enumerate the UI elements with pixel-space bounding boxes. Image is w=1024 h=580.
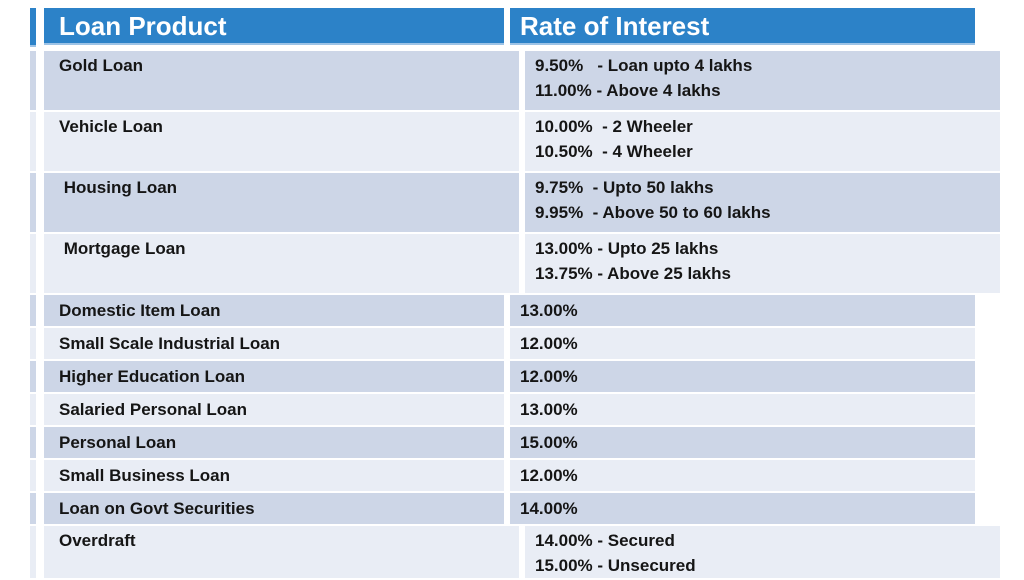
product-cell: Gold Loan [44,51,519,110]
row-edge-sliver [30,234,36,293]
table-row: Salaried Personal Loan 13.00% [30,394,975,425]
table-row: Personal Loan 15.00% [30,427,975,458]
row-edge-sliver [30,460,36,491]
rate-cell: 12.00% [510,460,975,491]
product-cell: Small Business Loan [44,460,504,491]
rate-cell: 9.75% - Upto 50 lakhs 9.95% - Above 50 t… [525,173,1000,232]
table-row: Higher Education Loan 12.00% [30,361,975,392]
product-cell: Domestic Item Loan [44,295,504,326]
rate-cell: 9.50% - Loan upto 4 lakhs 11.00% - Above… [525,51,1000,110]
table-row: Overdraft 14.00% - Secured 15.00% - Unse… [30,526,1000,578]
row-edge-sliver [30,328,36,359]
row-edge-sliver [30,427,36,458]
product-cell: Loan on Govt Securities [44,493,504,524]
row-edge-sliver [30,493,36,524]
product-cell: Salaried Personal Loan [44,394,504,425]
row-edge-sliver [30,173,36,232]
column-header-loan-product: Loan Product [44,8,504,45]
table-row: Loan on Govt Securities 14.00% [30,493,975,524]
rate-cell: 14.00% - Secured 15.00% - Unsecured [525,526,1000,578]
product-cell: Housing Loan [44,173,519,232]
product-cell: Small Scale Industrial Loan [44,328,504,359]
table-row: Mortgage Loan 13.00% - Upto 25 lakhs 13.… [30,234,1000,293]
product-cell: Personal Loan [44,427,504,458]
row-edge-sliver [30,112,36,171]
table-header-row: Loan Product Rate of Interest [30,8,975,47]
rate-cell: 13.00% [510,295,975,326]
row-edge-sliver [30,526,36,578]
table-row: Vehicle Loan 10.00% - 2 Wheeler 10.50% -… [30,112,1000,171]
rate-cell: 10.00% - 2 Wheeler 10.50% - 4 Wheeler [525,112,1000,171]
header-edge-sliver [30,8,36,47]
product-cell: Mortgage Loan [44,234,519,293]
table-row: Small Scale Industrial Loan 12.00% [30,328,975,359]
rate-cell: 14.00% [510,493,975,524]
table-row: Small Business Loan 12.00% [30,460,975,491]
column-header-rate-of-interest: Rate of Interest [510,8,975,45]
row-edge-sliver [30,295,36,326]
rate-cell: 13.00% - Upto 25 lakhs 13.75% - Above 25… [525,234,1000,293]
row-edge-sliver [30,51,36,110]
product-cell: Vehicle Loan [44,112,519,171]
table-row: Gold Loan 9.50% - Loan upto 4 lakhs 11.0… [30,51,1000,110]
rate-cell: 12.00% [510,361,975,392]
product-cell: Higher Education Loan [44,361,504,392]
row-edge-sliver [30,394,36,425]
table-row: Housing Loan 9.75% - Upto 50 lakhs 9.95%… [30,173,1000,232]
table-body: Gold Loan 9.50% - Loan upto 4 lakhs 11.0… [30,51,1000,578]
rate-cell: 13.00% [510,394,975,425]
row-edge-sliver [30,361,36,392]
rate-cell: 12.00% [510,328,975,359]
loan-rate-table: Loan Product Rate of Interest Gold Loan … [30,8,1000,580]
product-cell: Overdraft [44,526,519,578]
rate-cell: 15.00% [510,427,975,458]
table-row: Domestic Item Loan 13.00% [30,295,975,326]
